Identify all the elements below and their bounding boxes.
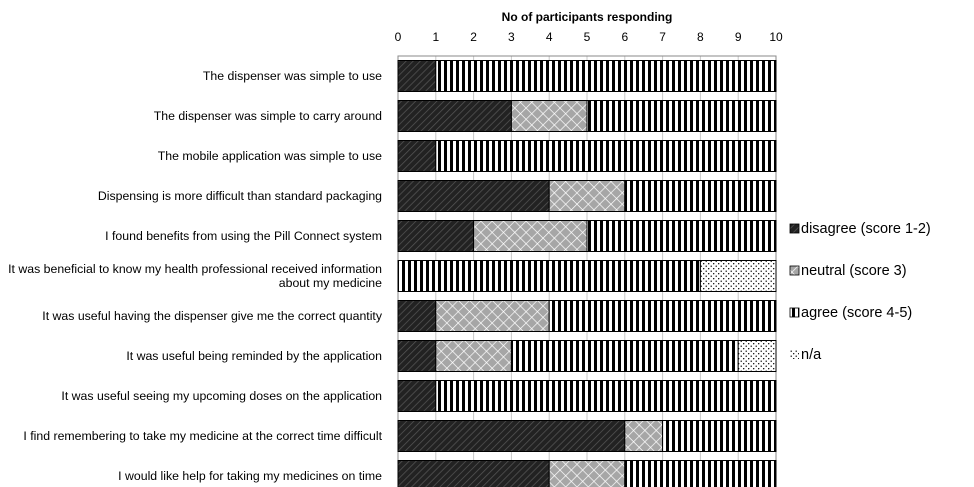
category-label: The dispenser was simple to use [202,69,382,83]
x-tick-label: 2 [470,30,477,44]
y-tick-label: I would like help for taking my medicine… [0,456,382,487]
category-label: The mobile application was simple to use [157,149,382,163]
bar-segment [397,300,437,332]
category-label: I would like help for taking my medicine… [118,469,382,483]
x-tick-label: 9 [735,30,742,44]
bar-segment [435,300,550,332]
bar-segment [586,220,777,252]
y-tick-label: The dispenser was simple to use [0,56,382,96]
y-tick-label: It was useful seeing my upcoming doses o… [0,376,382,416]
y-tick-label: It was useful having the dispenser give … [0,296,382,336]
y-tick-label: The dispenser was simple to carry around [0,96,382,136]
x-tick-label: 0 [395,30,402,44]
x-tick-label: 5 [584,30,591,44]
category-label: I found benefits from using the Pill Con… [105,229,382,243]
bar-segment [624,460,777,487]
bar-segment [397,140,437,172]
legend-label: disagree (score 1-2) [801,221,931,237]
legend-label: n/a [801,347,822,363]
chart-title: No of participants responding [502,10,673,24]
y-tick-label: Dispensing is more difficult than standa… [0,176,382,216]
x-tick-label: 10 [769,30,783,44]
bar-segment [737,340,777,372]
bar-segment [397,100,512,132]
category-label: It was beneficial to know my health prof… [8,262,382,290]
y-tick-label: It was useful being reminded by the appl… [0,336,382,376]
bar-segment [435,60,777,92]
category-label: The dispenser was simple to carry around [153,109,382,123]
x-tick-label: 3 [508,30,515,44]
legend-label: neutral (score 3) [801,263,907,279]
y-tick-label: The mobile application was simple to use [0,136,382,176]
bar-segment [397,380,437,412]
bar-segment [624,420,664,452]
x-tick-label: 7 [659,30,666,44]
legend-swatch [790,350,799,359]
bar-segment [397,420,626,452]
x-tick-label: 1 [432,30,439,44]
x-tick-label: 6 [621,30,628,44]
bar-segment [397,60,437,92]
bar-segment [548,460,626,487]
legend-swatch [789,265,800,276]
bar-segment [397,340,437,372]
bar-segment [548,300,777,332]
y-tick-label: It was beneficial to know my health prof… [0,256,382,296]
bar-segment [435,340,512,372]
bar-segment [662,420,777,452]
bar-segment [586,100,777,132]
category-label: I find remembering to take my medicine a… [23,429,382,443]
bar-segment [435,380,777,412]
bar-segment [397,260,701,292]
bar-segment [435,140,777,172]
bar-segment [397,220,475,252]
bar-segment [397,180,550,212]
legend-label: agree (score 4-5) [801,305,912,321]
bar-segment [624,180,777,212]
bar-segment [510,340,739,372]
x-tick-label: 4 [546,30,553,44]
bar-segment [473,220,588,252]
legend-swatch [789,307,800,318]
bar-segment [699,260,777,292]
legend-swatch [789,223,800,234]
bar-segment [510,100,588,132]
bar-segment [548,180,626,212]
bar-segment [397,460,550,487]
y-tick-label: I found benefits from using the Pill Con… [0,216,382,256]
category-label: It was useful seeing my upcoming doses o… [61,389,382,403]
category-label: It was useful being reminded by the appl… [126,349,382,363]
category-label: Dispensing is more difficult than standa… [97,189,382,203]
x-tick-label: 8 [697,30,704,44]
category-label: It was useful having the dispenser give … [42,309,382,323]
y-tick-label: I find remembering to take my medicine a… [0,416,382,456]
